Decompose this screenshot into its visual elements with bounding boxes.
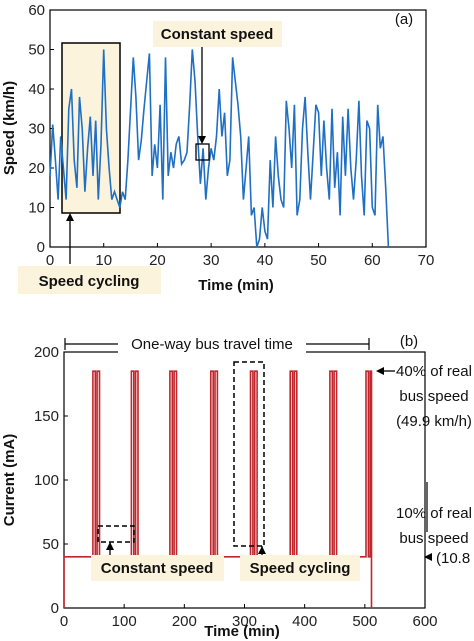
high-line2: bus speed [399, 388, 468, 405]
x-tick-label: 70 [418, 252, 435, 269]
chart-a: 0 10 20 30 40 50 60 70 0 10 20 30 40 50 60 Speed (km/h… [1, 2, 434, 294]
constant-speed-b-label: Constant speed [101, 560, 214, 577]
x-tick-label: 0 [60, 613, 68, 630]
speed-cycling-b-label: Speed cycling [250, 560, 351, 577]
x-tick-label: 40 [257, 252, 274, 269]
y-tick-label: 50 [42, 536, 59, 553]
y-tick-label: 10 [28, 200, 45, 217]
speed-cycling-label-bg [18, 266, 161, 294]
y-tick-label: 30 [28, 121, 45, 138]
speed-cycling-label: Speed cycling [39, 273, 140, 290]
x-tick-label: 20 [149, 252, 166, 269]
y-tick-label: 200 [34, 344, 59, 361]
constant-speed-b-arrowhead [106, 542, 114, 550]
x-tick-label: 200 [172, 613, 197, 630]
x-tick-label: 500 [352, 613, 377, 630]
travel-label: One-way bus travel time [131, 336, 293, 353]
high-arrowhead [376, 367, 384, 375]
speed-series-line [49, 49, 390, 248]
constant-speed-arrowhead [198, 136, 206, 144]
x-tick-label: 100 [112, 613, 137, 630]
y-tick-label: 0 [51, 600, 59, 617]
y-tick-label: 50 [28, 42, 45, 59]
high-line1: 40% of real [396, 363, 472, 380]
ylabel-a: Speed (km/h) [1, 81, 18, 175]
panel-label-b: (b) [400, 333, 418, 350]
panel-label-a: (a) [395, 11, 413, 28]
y-tick-label: 150 [34, 408, 59, 425]
x-tick-label: 0 [46, 252, 54, 269]
current-series-line [63, 370, 373, 608]
xlabel-b: Time (min) [204, 623, 280, 640]
constant-speed-label-bg [153, 21, 282, 47]
y-tick-label: 40 [28, 81, 45, 98]
high-line3: (49.9 km/h) [396, 413, 472, 430]
x-tick-label: 400 [292, 613, 317, 630]
constant-speed-label: Constant speed [161, 26, 274, 43]
constant-speed-dashed-box [97, 525, 135, 543]
speed-cycling-b-label-bg [240, 555, 360, 581]
low-line3: (10.8 km/h) [436, 550, 474, 567]
x-tick-label: 600 [412, 613, 437, 630]
low-arrowhead [424, 553, 432, 561]
low-line2: bus speed [399, 530, 468, 547]
constant-speed-box [195, 143, 210, 161]
travel-label-bg [118, 334, 306, 354]
low-line1: 10% of real [396, 505, 472, 522]
x-tick-label: 10 [95, 252, 112, 269]
y-tick-label: 60 [28, 2, 45, 19]
speed-cycling-dashed-box [233, 361, 265, 547]
x-tick-label: 50 [310, 252, 327, 269]
constant-speed-b-label-bg [91, 555, 224, 581]
y-tick-label: 100 [34, 472, 59, 489]
chart-b: 0 100 200 300 400 500 600 0 50 100 150 200 Current … [1, 333, 474, 640]
speed-cycling-arrowhead [66, 213, 74, 221]
y-tick-label: 20 [28, 160, 45, 177]
y-tick-label: 0 [37, 239, 45, 256]
x-tick-label: 300 [232, 613, 257, 630]
tick-labels-b: 0 100 200 300 400 500 600 0 50 100 150 200 [34, 344, 438, 630]
tick-labels-a: 0 10 20 30 40 50 60 70 0 10 20 30 40 50 60 [28, 2, 434, 269]
xlabel-a: Time (min) [198, 277, 274, 294]
speed-cycling-b-arrowhead [258, 546, 266, 554]
ylabel-b: Current (mA) [1, 434, 18, 527]
x-tick-label: 60 [364, 252, 381, 269]
x-tick-label: 30 [203, 252, 220, 269]
